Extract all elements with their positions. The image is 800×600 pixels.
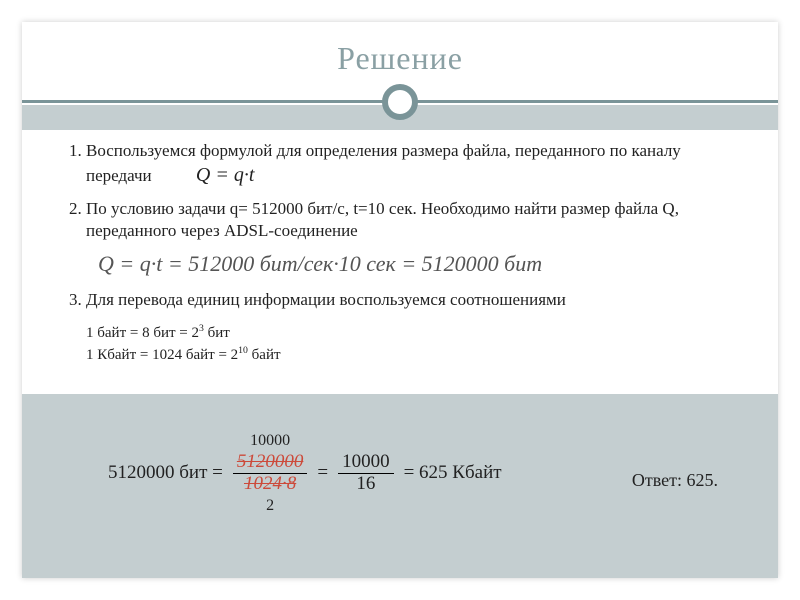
frac1-num: 5120000 <box>233 452 308 473</box>
numbered-list: Воспользуемся формулой для определения р… <box>58 140 742 366</box>
frac1-anno-top: 10000 <box>250 432 290 450</box>
formula-inline: Q = q·t <box>196 164 255 186</box>
list-item-1: Воспользуемся формулой для определения р… <box>86 140 742 188</box>
unit-relations: 1 байт = 8 бит = 23 бит 1 Кбайт = 1024 б… <box>86 323 742 366</box>
calculation-line: 5120000 бит = 10000 5120000 1024·8 2 = 1… <box>102 452 508 495</box>
formula-block: Q = q·t = 512000 бит/сек·10 сек = 512000… <box>98 250 742 279</box>
list-item-2: По условию задачи q= 512000 бит/с, t=10 … <box>86 198 742 279</box>
frac1-den: 1024·8 <box>240 474 300 495</box>
item2-text: По условию задачи q= 512000 бит/с, t=10 … <box>86 199 679 240</box>
equals-1: = <box>317 462 328 484</box>
item3-text: Для перевода единиц информации воспользу… <box>86 290 566 309</box>
accent-circle-icon <box>382 84 418 120</box>
slide: Решение Воспользуемся формулой для опред… <box>22 22 778 578</box>
list-item-3: Для перевода единиц информации воспользу… <box>86 289 742 366</box>
frac2-den: 16 <box>352 474 379 495</box>
fraction-2: 10000 16 <box>338 452 394 495</box>
calc-lead: 5120000 бит = <box>108 462 223 484</box>
content-box: Воспользуемся формулой для определения р… <box>22 130 778 394</box>
answer-label: Ответ: 625. <box>632 470 718 491</box>
overlap-region: Для перевода единиц информации воспользу… <box>86 289 742 315</box>
unit-line-1: 1 байт = 8 бит = 23 бит <box>86 323 742 344</box>
calc-result: = 625 Кбайт <box>404 462 502 484</box>
frac2-num: 10000 <box>338 452 394 473</box>
frac1-anno-bot: 2 <box>266 497 274 515</box>
item1-text: Воспользуемся формулой для определения р… <box>86 141 681 185</box>
fraction-1: 10000 5120000 1024·8 2 <box>233 452 308 495</box>
slide-title: Решение <box>22 40 778 77</box>
unit-line-2: 1 Кбайт = 1024 байт = 210 байт <box>86 345 742 366</box>
